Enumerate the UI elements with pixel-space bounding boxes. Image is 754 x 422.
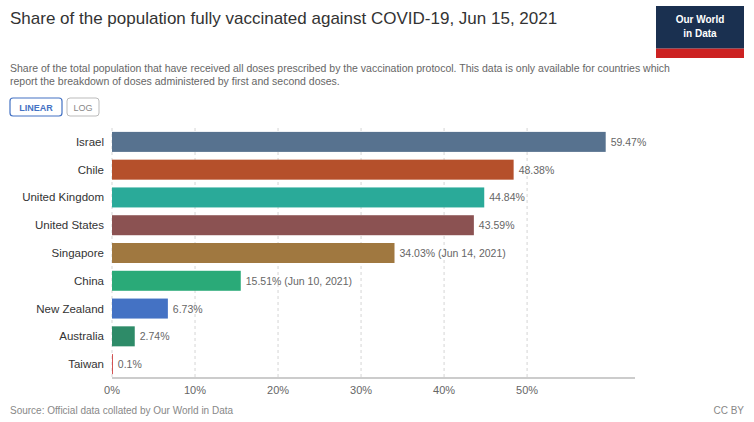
x-tick-label: 0% xyxy=(104,384,120,396)
bar xyxy=(112,243,395,263)
bar xyxy=(112,326,135,346)
x-tick-label: 30% xyxy=(350,384,372,396)
data-label: 59.47% xyxy=(611,136,647,148)
bars xyxy=(112,132,606,374)
button-label: LINEAR xyxy=(19,103,53,113)
license: CC BY xyxy=(713,405,744,416)
x-tick-label: 40% xyxy=(433,384,455,396)
logo-background xyxy=(656,6,744,49)
logo: Our World in Data xyxy=(656,6,744,58)
data-label: 48.38% xyxy=(519,164,555,176)
data-label: 15.51% (Jun 10, 2021) xyxy=(246,275,352,287)
logo-text: Our World xyxy=(676,14,725,25)
logo-stripe xyxy=(656,49,744,58)
title: Share of the population fully vaccinated… xyxy=(10,9,557,28)
y-tick-label: New Zealand xyxy=(36,303,104,315)
x-axis-line xyxy=(112,378,635,379)
button xyxy=(67,98,99,116)
button xyxy=(10,98,62,116)
bar xyxy=(112,215,474,235)
y-tick-label: Australia xyxy=(59,330,104,342)
y-tick-label: Israel xyxy=(76,136,104,148)
data-label: 2.74% xyxy=(140,330,170,342)
x-tick-label: 10% xyxy=(184,384,206,396)
x-tick-label: 50% xyxy=(516,384,538,396)
y-tick-label: United States xyxy=(35,219,104,231)
x-tick-label: 20% xyxy=(267,384,289,396)
bar xyxy=(112,299,168,319)
y-tick-label: Taiwan xyxy=(68,358,104,370)
subtitle: Share of the total population that have … xyxy=(10,62,670,87)
background xyxy=(0,0,754,422)
button-label: LOG xyxy=(73,103,92,113)
y-tick-label: Chile xyxy=(78,164,104,176)
data-label: 44.84% xyxy=(489,191,525,203)
data-label: 6.73% xyxy=(173,303,203,315)
data-label: 0.1% xyxy=(118,358,142,370)
bar xyxy=(112,271,241,291)
y-tick-label: Singapore xyxy=(52,247,104,259)
y-tick-label: China xyxy=(74,275,105,287)
bar xyxy=(112,160,514,180)
bar xyxy=(112,354,113,374)
data-label: 34.03% (Jun 14, 2021) xyxy=(400,247,506,259)
bar xyxy=(112,132,606,152)
y-tick-label: United Kingdom xyxy=(22,191,104,203)
scale-buttons: LINEAR LOG xyxy=(10,98,99,116)
chart: Our World in Data Share of the population … xyxy=(0,0,754,422)
data-label: 43.59% xyxy=(479,219,515,231)
bar xyxy=(112,187,484,207)
grid xyxy=(112,128,527,378)
logo-text: in Data xyxy=(683,28,717,39)
source: Source: Official data collated by Our Wo… xyxy=(10,405,234,416)
